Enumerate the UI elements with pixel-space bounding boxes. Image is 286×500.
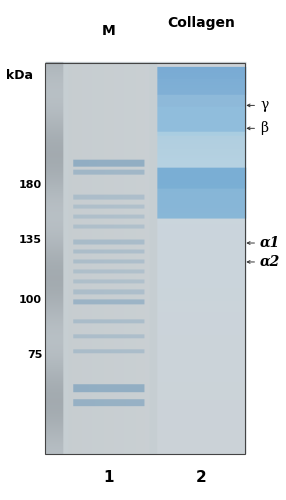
- Text: kDa: kDa: [6, 69, 33, 82]
- Text: γ: γ: [260, 98, 269, 112]
- Text: M: M: [101, 24, 115, 38]
- Text: Collagen: Collagen: [167, 16, 235, 30]
- Text: 1: 1: [103, 470, 114, 485]
- Bar: [45, 62, 245, 454]
- Text: 2: 2: [196, 470, 206, 485]
- Text: α2: α2: [260, 255, 281, 269]
- Text: 100: 100: [19, 295, 42, 305]
- Text: 135: 135: [19, 235, 42, 245]
- Text: α1: α1: [260, 236, 281, 250]
- Text: β: β: [260, 122, 268, 136]
- Text: 180: 180: [19, 180, 42, 190]
- Text: 75: 75: [27, 350, 42, 360]
